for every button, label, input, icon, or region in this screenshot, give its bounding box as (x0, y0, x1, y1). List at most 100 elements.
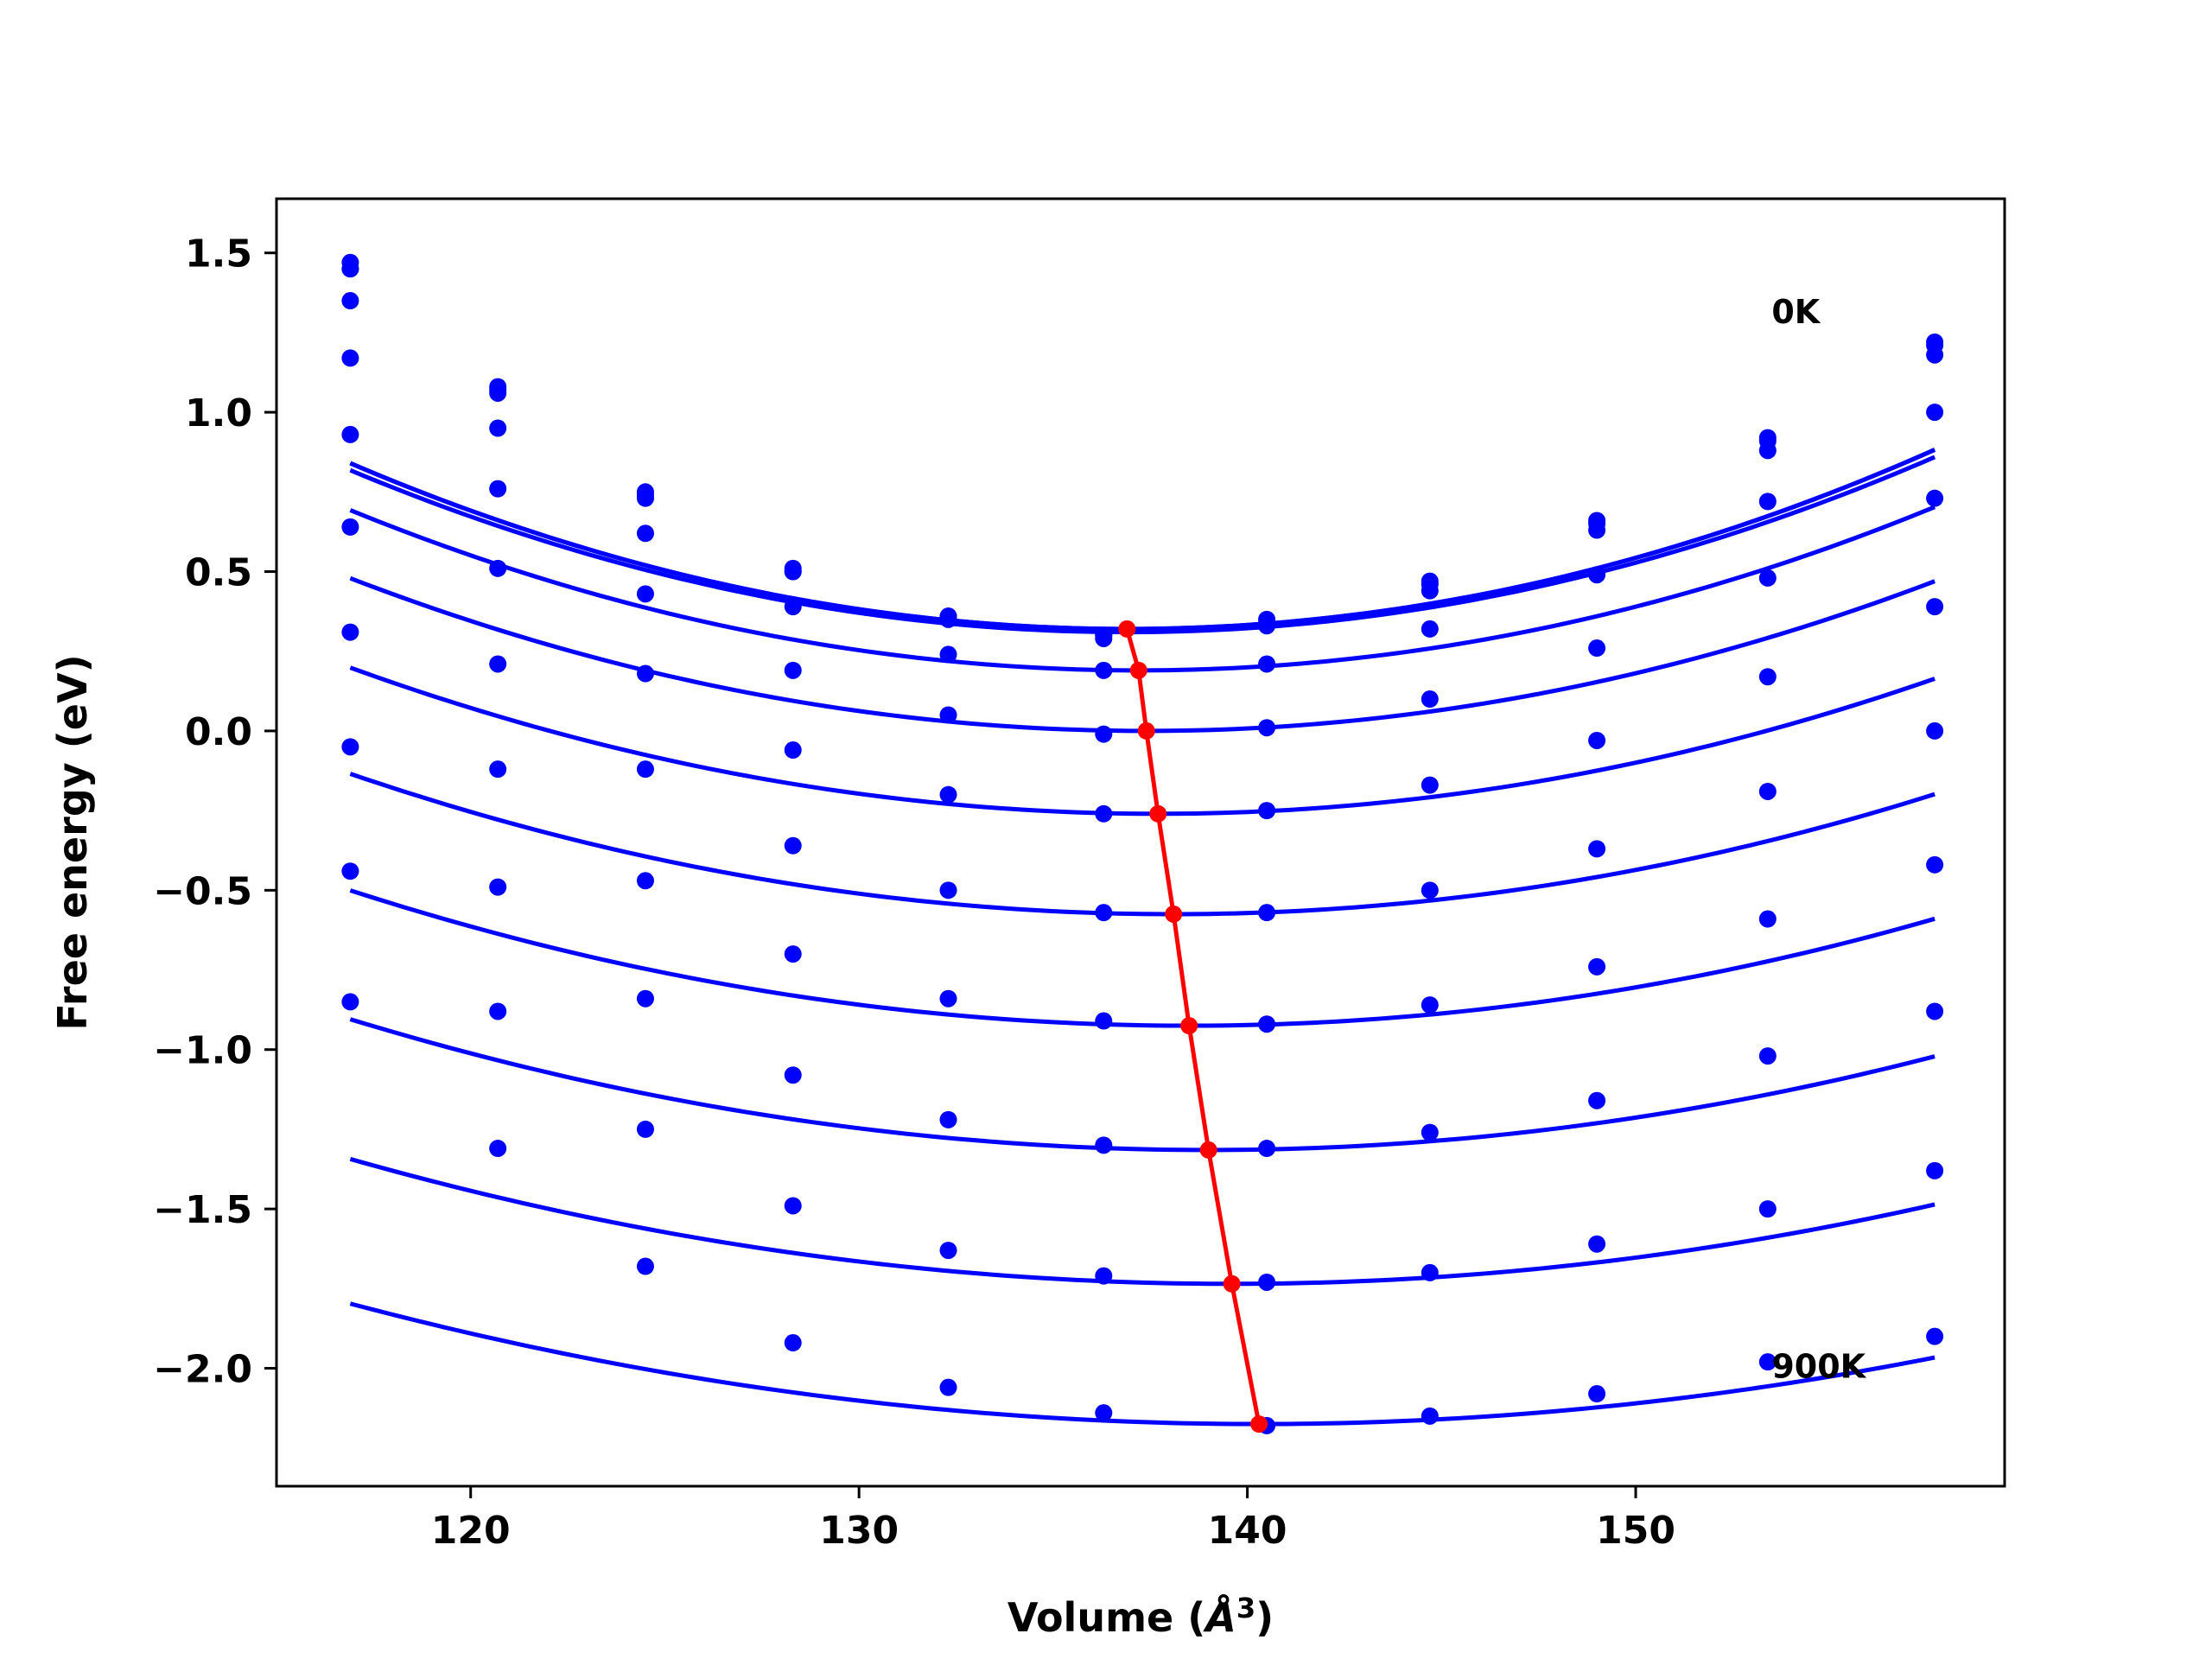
series-8-point-4 (939, 1110, 957, 1128)
series-5-point-9 (1758, 668, 1777, 686)
series-7-point-0 (341, 623, 359, 641)
series-9-point-8 (1588, 1235, 1606, 1253)
min-path-point-1 (1129, 661, 1147, 679)
series-8-point-1 (489, 878, 507, 896)
series-4-point-3 (784, 661, 802, 679)
y-tick-label: −0.5 (153, 869, 252, 913)
series-line-2 (349, 454, 1936, 635)
series-8-point-5 (1095, 1136, 1113, 1154)
series-7-point-4 (939, 989, 957, 1007)
series-2-point-1 (489, 384, 507, 402)
series-5-point-10 (1926, 598, 1944, 616)
series-3-point-1 (489, 419, 507, 437)
series-2-point-0 (341, 260, 359, 278)
free-energy-curves (349, 448, 1936, 1427)
series-2-point-9 (1758, 442, 1777, 460)
series-4-point-8 (1588, 639, 1606, 658)
series-2-point-4 (939, 610, 957, 628)
series-3-point-9 (1758, 493, 1777, 511)
series-7-point-2 (636, 872, 654, 890)
series-9-point-5 (1095, 1267, 1113, 1285)
x-tick-label: 140 (1208, 1509, 1287, 1553)
series-4-point-7 (1421, 690, 1439, 709)
series-6-point-5 (1095, 904, 1113, 922)
series-6-point-8 (1588, 840, 1606, 858)
y-tick-label: −2.0 (153, 1348, 252, 1392)
series-5-point-5 (1095, 804, 1113, 823)
series-7-point-3 (784, 945, 802, 963)
series-8-point-2 (636, 989, 654, 1007)
series-5-point-8 (1588, 731, 1606, 749)
x-axis-label: Volume (Å3) (1007, 1592, 1274, 1641)
min-path-point-5 (1180, 1017, 1198, 1035)
series-10-point-5 (1095, 1404, 1113, 1422)
annotation-0: 0K (1771, 293, 1821, 331)
series-9-point-0 (341, 862, 359, 880)
x-tick-label: 120 (431, 1509, 511, 1553)
series-6-point-9 (1758, 782, 1777, 800)
x-tick-label: 130 (819, 1509, 899, 1553)
annotation-1: 900K (1771, 1348, 1866, 1386)
series-10-point-0 (341, 993, 359, 1011)
series-3-point-10 (1926, 404, 1944, 422)
min-path-point-2 (1137, 721, 1155, 740)
series-7-point-8 (1588, 957, 1606, 976)
series-2-point-8 (1588, 521, 1606, 539)
series-10-point-10 (1926, 1327, 1944, 1345)
series-5-point-3 (784, 741, 802, 760)
series-9-point-9 (1758, 1200, 1777, 1218)
series-9-point-4 (939, 1242, 957, 1260)
series-3-point-5 (1095, 661, 1113, 679)
series-3-point-6 (1258, 655, 1276, 673)
min-path-point-7 (1223, 1274, 1241, 1293)
series-9-point-7 (1421, 1263, 1439, 1281)
series-6-point-6 (1258, 904, 1276, 922)
series-line-3 (349, 505, 1936, 673)
series-2-point-10 (1926, 346, 1944, 364)
series-6-point-4 (939, 881, 957, 899)
series-10-point-1 (489, 1140, 507, 1158)
series-9-point-1 (489, 1002, 507, 1020)
series-5-point-6 (1258, 802, 1276, 820)
series-line-8 (349, 1017, 1936, 1153)
series-5-point-4 (939, 785, 957, 804)
series-3-point-7 (1421, 620, 1439, 638)
x-axis-label-superscript: 3 (1236, 1592, 1255, 1624)
y-tick-label: 1.0 (185, 391, 252, 435)
y-axis-ticks: 1.5 1.0 0.5 0.0 −0.5 −1.0 −1.5 −2.0 (153, 232, 276, 1392)
x-axis-label-symbol: Å (1203, 1594, 1236, 1641)
minimum-volume-path (1118, 620, 1268, 1433)
series-10-point-9 (1758, 1353, 1777, 1371)
series-line-5 (349, 665, 1936, 817)
x-axis-label-suffix: ) (1255, 1594, 1274, 1641)
min-path-point-8 (1250, 1415, 1268, 1433)
series-4-point-6 (1258, 719, 1276, 737)
series-7-point-6 (1258, 1015, 1276, 1033)
x-tick-label: 150 (1596, 1509, 1675, 1553)
series-9-point-10 (1926, 1161, 1944, 1179)
series-7-point-9 (1758, 910, 1777, 928)
series-4-point-2 (636, 585, 654, 603)
series-10-point-7 (1421, 1407, 1439, 1425)
y-axis-label: Free energy (eV) (49, 654, 96, 1030)
series-8-point-0 (341, 738, 359, 756)
y-tick-label: 0.0 (185, 710, 252, 754)
series-line-9 (349, 1156, 1936, 1287)
series-8-point-6 (1258, 1140, 1276, 1158)
series-6-point-7 (1421, 881, 1439, 899)
y-tick-label: 0.5 (185, 551, 252, 595)
series-6-point-3 (784, 836, 802, 855)
min-path-point-3 (1149, 804, 1167, 823)
series-2-point-2 (636, 489, 654, 507)
series-8-point-7 (1421, 1123, 1439, 1141)
series-10-point-3 (784, 1334, 802, 1352)
series-line-10 (349, 1301, 1936, 1427)
series-7-point-5 (1095, 1012, 1113, 1030)
series-line-7 (349, 888, 1936, 1028)
series-7-point-10 (1926, 855, 1944, 874)
series-2-point-5 (1095, 626, 1113, 645)
series-5-point-1 (489, 559, 507, 577)
series-3-point-2 (636, 524, 654, 543)
series-5-point-7 (1421, 776, 1439, 794)
